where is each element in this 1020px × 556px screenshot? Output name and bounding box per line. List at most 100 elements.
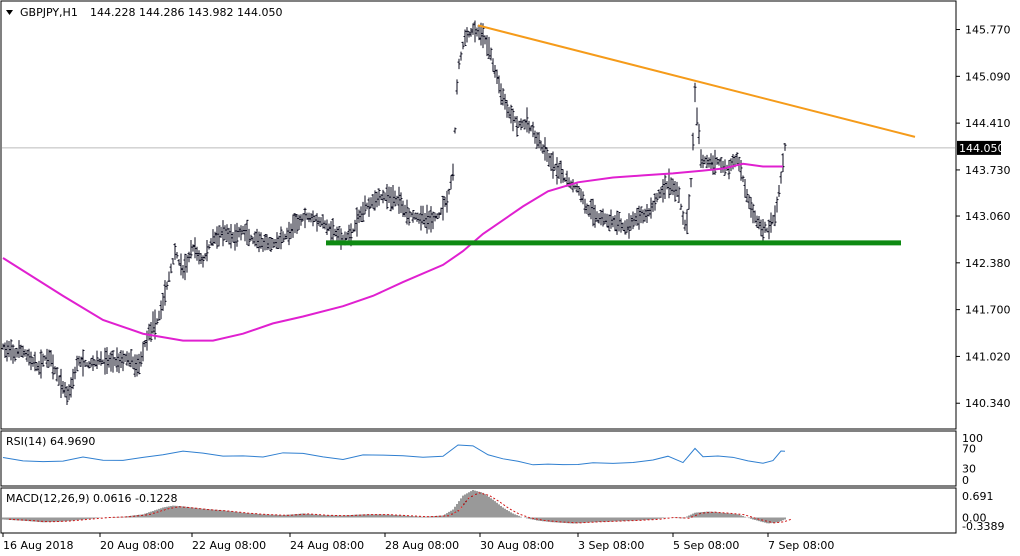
ohlc-bar xyxy=(475,27,479,37)
ohlc-bar xyxy=(377,188,381,206)
price-tick-label: 143.060 xyxy=(965,210,1011,223)
price-tick-label: 143.730 xyxy=(965,164,1011,177)
ohlc-bar xyxy=(85,362,89,367)
ohlc-bar xyxy=(129,348,133,368)
ohlc-bar xyxy=(81,349,85,377)
ohlc-bar xyxy=(239,225,243,241)
ohlc-bar xyxy=(23,349,27,357)
ohlc-bar xyxy=(191,244,195,252)
ohlc-bar xyxy=(643,208,647,222)
ohlc-bar xyxy=(413,212,417,220)
ohlc-bar xyxy=(259,232,263,249)
ohlc-bar xyxy=(203,253,207,260)
ohlc-bar xyxy=(505,100,509,118)
ohlc-bar xyxy=(11,344,15,364)
macd-signal-line xyxy=(8,492,792,524)
ohlc-bar xyxy=(111,350,115,373)
resistance-trendline[interactable] xyxy=(477,24,916,138)
time-tick-label: 16 Aug 2018 xyxy=(3,539,73,552)
ohlc-bar xyxy=(163,280,167,306)
ohlc-bar xyxy=(583,198,587,214)
ohlc-bar xyxy=(365,202,369,210)
ohlc-bar xyxy=(309,213,313,223)
ohlc-bar xyxy=(581,191,585,205)
ohlc-bar xyxy=(629,215,633,231)
ohlc-bar xyxy=(255,228,259,249)
ohlc-bar xyxy=(645,204,649,223)
ohlc-bar xyxy=(359,206,363,223)
ohlc-bar xyxy=(539,140,543,151)
ohlc-bar xyxy=(575,183,579,193)
ohlc-bar xyxy=(131,356,135,370)
ohlc-bar xyxy=(417,213,421,224)
ohlc-bar xyxy=(679,203,683,210)
ohlc-bar xyxy=(37,360,41,375)
ohlc-bar xyxy=(573,184,577,190)
ohlc-bar xyxy=(749,196,753,218)
ohlc-bar xyxy=(655,192,659,203)
current-price-box xyxy=(957,140,1001,155)
ohlc-bar xyxy=(315,213,319,232)
ohlc-bar xyxy=(595,211,599,222)
ohlc-bar xyxy=(419,205,423,231)
ohlc-bar xyxy=(487,36,491,59)
ohlc-bar xyxy=(269,237,273,252)
ohlc-bar xyxy=(321,214,325,229)
ohlc-bar xyxy=(473,20,477,43)
ohlc-bar xyxy=(425,204,429,234)
ohlc-bar xyxy=(5,340,9,362)
ohlc-bar xyxy=(329,221,333,241)
ohlc-bar xyxy=(27,348,31,366)
ohlc-bar xyxy=(317,216,321,226)
ohlc-bar xyxy=(193,237,197,259)
ohlc-bar xyxy=(399,192,403,214)
ohlc-bar xyxy=(379,194,383,201)
ohlc-bar xyxy=(293,213,297,234)
ohlc-bar xyxy=(139,351,143,367)
ohlc-bar xyxy=(407,207,411,226)
ohlc-bar xyxy=(83,359,87,368)
ohlc-bar xyxy=(519,118,523,131)
ohlc-bar xyxy=(469,27,473,37)
ohlc-bar xyxy=(769,212,773,233)
ohlc-bar xyxy=(525,107,529,133)
ohlc-bar xyxy=(559,160,563,184)
ohlc-bar xyxy=(157,310,161,321)
ohlc-bar xyxy=(283,233,287,240)
price-tick-label: 145.770 xyxy=(965,24,1011,37)
ohlc-bar xyxy=(245,219,249,245)
ohlc-bar xyxy=(771,214,775,224)
ohlc-bar xyxy=(225,224,229,242)
ohlc-bar xyxy=(765,227,769,233)
moving-average-line xyxy=(2,162,783,342)
ohlc-bar xyxy=(249,234,253,241)
ohlc-bar xyxy=(587,204,591,217)
ohlc-bar xyxy=(499,83,503,105)
ohlc-bar xyxy=(579,188,583,203)
ohlc-bar xyxy=(541,144,545,154)
ohlc-bar xyxy=(337,226,341,243)
ohlc-bar xyxy=(39,349,43,379)
price-panel xyxy=(0,0,957,430)
ohlc-bar xyxy=(253,231,257,247)
ohlc-bar xyxy=(759,219,763,237)
ohlc-bar xyxy=(117,353,121,374)
ohlc-bar xyxy=(361,201,365,223)
ohlc-bar xyxy=(169,263,173,274)
ohlc-bar xyxy=(531,121,535,138)
ohlc-bar xyxy=(391,184,395,210)
ohlc-bar xyxy=(641,209,645,224)
ohlc-bar xyxy=(207,244,211,250)
ohlc-bar xyxy=(515,115,519,137)
ohlc-bar xyxy=(687,194,691,210)
ohlc-bar xyxy=(599,209,603,226)
ohlc-bar xyxy=(659,186,663,198)
ohlc-bar xyxy=(445,190,449,213)
ohlc-bar xyxy=(557,162,561,180)
ohlc-bar xyxy=(509,104,513,124)
ohlc-bar xyxy=(19,344,23,357)
ohlc-bar xyxy=(43,355,47,361)
ohlc-bar xyxy=(387,186,391,204)
ohlc-bar xyxy=(671,178,675,196)
dropdown-triangle-icon[interactable] xyxy=(6,10,13,15)
